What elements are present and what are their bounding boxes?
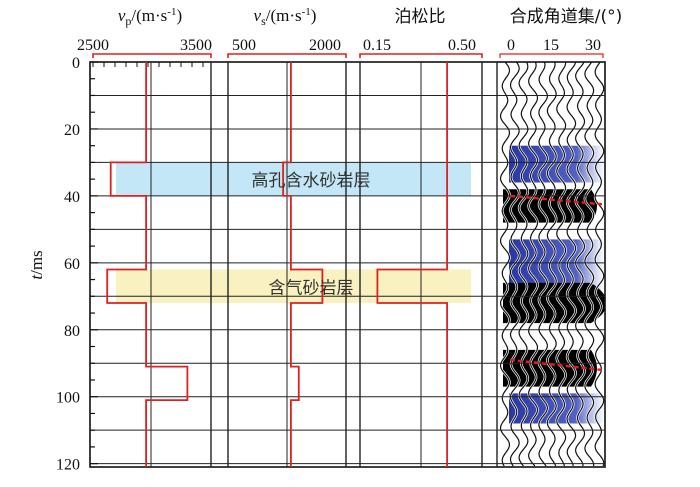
curves bbox=[92, 53, 604, 467]
picked-horizons bbox=[509, 194, 603, 372]
vp-tick-right: 3500 bbox=[180, 37, 212, 54]
vs-title: vs/(m·s-1) bbox=[254, 6, 317, 28]
pr-tick-right: 0.50 bbox=[448, 37, 476, 54]
pr-tick-left: 0.15 bbox=[363, 37, 391, 54]
pr-curve bbox=[376, 62, 448, 467]
y-tick-label-0: 0 bbox=[72, 55, 80, 72]
y-tick-label-1: 20 bbox=[64, 122, 80, 139]
y-axis-label: t/ms bbox=[27, 250, 46, 279]
layer-label-0: 高孔含水砂岩层 bbox=[252, 171, 371, 191]
poisson-title: 泊松比 bbox=[395, 7, 446, 27]
vs-range-bar bbox=[227, 53, 347, 58]
plot-frame bbox=[89, 61, 606, 468]
layer-band-1 bbox=[116, 269, 471, 303]
gather-tick-2: 30 bbox=[585, 37, 601, 54]
angle-gather bbox=[499, 62, 605, 467]
gather-tick-1: 15 bbox=[543, 37, 559, 54]
gather-range-bar bbox=[499, 53, 604, 58]
y-tick-label-4: 80 bbox=[64, 323, 80, 340]
vp-curve bbox=[106, 62, 189, 467]
y-ticks: 0 20 40 60 80 100 120 bbox=[56, 55, 204, 474]
vp-tick-left: 2500 bbox=[77, 37, 109, 54]
gather-tick-0: 0 bbox=[507, 37, 515, 54]
y-tick-label-5: 100 bbox=[56, 390, 80, 407]
pr-range-bar bbox=[359, 53, 483, 58]
y-tick-label-6: 120 bbox=[56, 457, 80, 474]
vs-curve bbox=[282, 62, 324, 467]
layer-band-0 bbox=[116, 162, 471, 196]
picked-horizon-0 bbox=[509, 194, 603, 206]
layer-label-1: 含气砂岩层 bbox=[269, 278, 354, 298]
gather-title: 合成角道集/(°) bbox=[510, 7, 623, 27]
vp-title: vp/(m·s-1) bbox=[118, 6, 182, 28]
layer-bands bbox=[116, 162, 471, 303]
vp-range-bar bbox=[92, 53, 212, 58]
vs-tick-right: 2000 bbox=[309, 37, 341, 54]
y-tick-label-3: 60 bbox=[64, 256, 80, 273]
y-tick-label-2: 40 bbox=[64, 189, 80, 206]
vs-tick-left: 500 bbox=[232, 37, 256, 54]
